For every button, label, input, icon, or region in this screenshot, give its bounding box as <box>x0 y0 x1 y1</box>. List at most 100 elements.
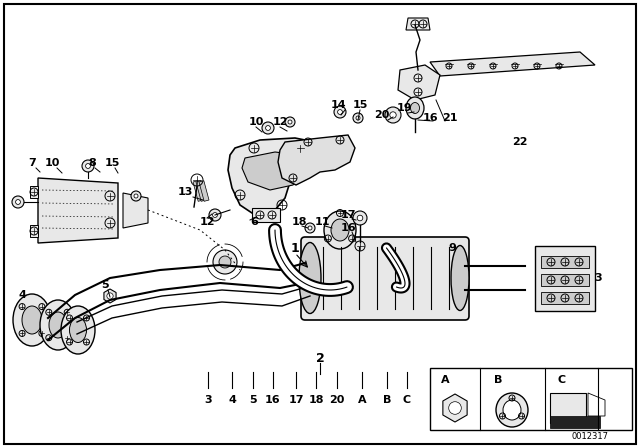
Text: 5: 5 <box>101 280 109 290</box>
Text: 16: 16 <box>422 113 438 123</box>
Circle shape <box>107 293 113 299</box>
Text: 16: 16 <box>340 223 356 233</box>
Bar <box>193 181 203 201</box>
Polygon shape <box>278 135 355 185</box>
Circle shape <box>212 213 218 217</box>
Ellipse shape <box>22 306 42 334</box>
Text: B: B <box>383 395 391 405</box>
Text: 18: 18 <box>291 217 307 227</box>
Text: 17: 17 <box>288 395 304 405</box>
Circle shape <box>353 113 363 123</box>
Text: 1: 1 <box>291 241 300 254</box>
Text: 3: 3 <box>594 273 602 283</box>
Circle shape <box>305 223 315 233</box>
Text: 18: 18 <box>308 395 324 405</box>
Text: 12: 12 <box>272 117 288 127</box>
Bar <box>550 416 600 428</box>
Ellipse shape <box>496 393 528 427</box>
Text: 20: 20 <box>374 110 390 120</box>
Text: 17: 17 <box>340 210 356 220</box>
Text: 15: 15 <box>352 100 368 110</box>
Polygon shape <box>406 18 430 30</box>
Text: A: A <box>441 375 449 385</box>
Text: 21: 21 <box>442 113 458 123</box>
Circle shape <box>86 164 90 168</box>
Bar <box>535 246 595 311</box>
Circle shape <box>334 106 346 118</box>
Ellipse shape <box>299 242 321 314</box>
Circle shape <box>357 215 363 221</box>
Text: 16: 16 <box>265 395 281 405</box>
Ellipse shape <box>40 300 76 350</box>
FancyBboxPatch shape <box>301 237 469 320</box>
Ellipse shape <box>503 400 521 420</box>
Circle shape <box>285 117 295 127</box>
Circle shape <box>338 110 342 114</box>
Ellipse shape <box>61 306 95 354</box>
Circle shape <box>385 107 401 123</box>
Circle shape <box>262 122 274 134</box>
Text: 20: 20 <box>330 395 345 405</box>
Bar <box>30 186 38 198</box>
Bar <box>199 181 209 201</box>
Text: 19: 19 <box>396 103 412 113</box>
Circle shape <box>213 250 237 274</box>
Circle shape <box>12 196 24 208</box>
Circle shape <box>219 256 231 268</box>
Text: 0012317: 0012317 <box>572 431 609 440</box>
Bar <box>541 256 589 268</box>
Ellipse shape <box>406 97 424 119</box>
Text: 9: 9 <box>448 243 456 253</box>
Text: 11: 11 <box>314 217 330 227</box>
Ellipse shape <box>451 246 469 310</box>
Ellipse shape <box>331 219 349 241</box>
Polygon shape <box>38 178 118 243</box>
Polygon shape <box>242 152 305 190</box>
Text: 7: 7 <box>28 158 36 168</box>
Bar <box>550 393 586 423</box>
Text: B: B <box>494 375 502 385</box>
Circle shape <box>288 120 292 124</box>
Polygon shape <box>228 138 320 215</box>
Text: 5: 5 <box>249 395 257 405</box>
Text: A: A <box>358 395 366 405</box>
Circle shape <box>449 402 461 414</box>
Text: 3: 3 <box>204 395 212 405</box>
Ellipse shape <box>410 103 419 113</box>
Bar <box>430 368 632 430</box>
Ellipse shape <box>324 211 356 249</box>
Text: 14: 14 <box>330 100 346 110</box>
Circle shape <box>356 116 360 120</box>
Text: 6: 6 <box>250 217 258 227</box>
Text: 4: 4 <box>18 290 26 300</box>
Text: 8: 8 <box>88 158 96 168</box>
Text: 2: 2 <box>316 352 324 365</box>
Polygon shape <box>430 52 595 76</box>
Text: 13: 13 <box>177 187 193 197</box>
Circle shape <box>209 209 221 221</box>
Circle shape <box>131 191 141 201</box>
Circle shape <box>82 160 94 172</box>
Bar <box>252 208 280 222</box>
Circle shape <box>15 200 20 204</box>
Ellipse shape <box>49 312 67 338</box>
Circle shape <box>353 211 367 225</box>
Polygon shape <box>443 394 467 422</box>
Text: C: C <box>403 395 411 405</box>
Bar <box>196 181 206 201</box>
Bar <box>541 274 589 286</box>
Text: 4: 4 <box>228 395 236 405</box>
Circle shape <box>308 226 312 230</box>
Polygon shape <box>104 289 116 303</box>
Polygon shape <box>588 393 605 416</box>
Polygon shape <box>123 193 148 228</box>
Ellipse shape <box>70 318 86 343</box>
Ellipse shape <box>13 294 51 346</box>
Circle shape <box>134 194 138 198</box>
Circle shape <box>266 125 270 130</box>
Text: 15: 15 <box>104 158 120 168</box>
Text: 22: 22 <box>512 137 528 147</box>
Polygon shape <box>398 65 440 100</box>
Circle shape <box>390 112 396 118</box>
Bar <box>30 225 38 237</box>
